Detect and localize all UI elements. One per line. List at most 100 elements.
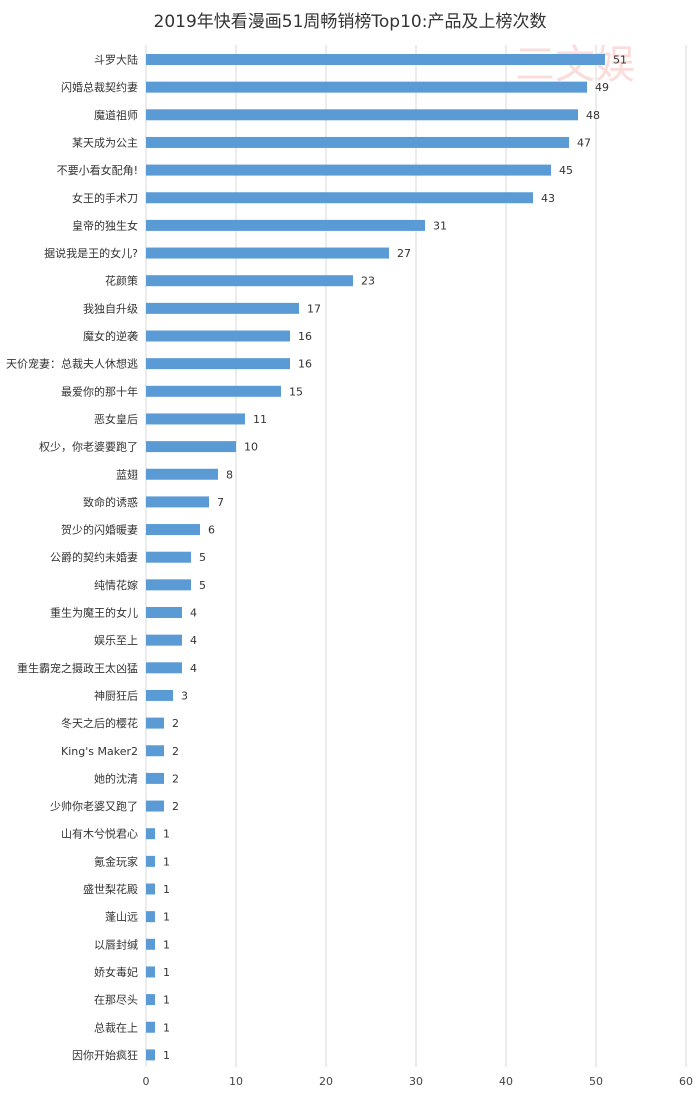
x-tick-label: 20 — [319, 1075, 333, 1088]
value-label: 4 — [190, 607, 197, 620]
value-label: 31 — [433, 219, 447, 232]
value-label: 45 — [559, 164, 573, 177]
x-tick-label: 10 — [229, 1075, 243, 1088]
bar — [146, 302, 299, 314]
value-label: 4 — [190, 634, 197, 647]
value-label: 1 — [163, 994, 170, 1007]
value-label: 2 — [172, 717, 179, 730]
category-label: 恶女皇后 — [94, 412, 138, 426]
bar — [146, 275, 353, 287]
bar — [146, 54, 605, 65]
value-label: 1 — [163, 938, 170, 951]
value-label: 17 — [307, 302, 321, 315]
value-label: 1 — [163, 911, 170, 924]
value-label: 5 — [199, 579, 206, 592]
category-label: 娇女毒妃 — [94, 965, 138, 979]
category-label: 神厨狂后 — [94, 688, 138, 702]
value-label: 2 — [172, 745, 179, 758]
value-label: 10 — [244, 441, 258, 454]
bar — [146, 496, 209, 508]
bar — [146, 330, 290, 342]
category-label: 据说我是王的女儿? — [44, 246, 138, 260]
bar — [146, 109, 578, 121]
bar — [146, 219, 425, 231]
bar — [146, 745, 164, 757]
category-label: 最爱你的那十年 — [61, 384, 138, 398]
category-label: 魔女的逆袭 — [83, 329, 138, 343]
bar — [146, 551, 191, 563]
value-label: 16 — [298, 330, 312, 343]
value-label: 6 — [208, 524, 215, 537]
value-label: 23 — [361, 275, 375, 288]
value-label: 3 — [181, 689, 188, 702]
bar — [146, 772, 164, 784]
bar — [146, 634, 182, 646]
category-label: 蓬山远 — [105, 911, 138, 924]
category-label: 贺少的闪婚暖妻 — [61, 523, 138, 537]
category-label: 蓝翅 — [116, 467, 138, 481]
category-label: 公爵的契约未婚妻 — [50, 550, 138, 564]
gridlines — [145, 45, 687, 1067]
value-label: 47 — [577, 136, 591, 149]
category-label: 纯情花嫁 — [94, 578, 138, 592]
x-tick-label: 40 — [499, 1075, 513, 1088]
bar — [146, 994, 155, 1006]
value-label: 7 — [217, 496, 224, 509]
category-label: 冬天之后的樱花 — [61, 716, 138, 730]
category-label: 以唇封缄 — [94, 937, 138, 951]
category-label: 重生霸宠之摄政王太凶猛 — [17, 661, 138, 675]
bar — [146, 717, 164, 729]
bars — [146, 54, 605, 1061]
value-label: 1 — [163, 828, 170, 841]
bar — [146, 855, 155, 867]
bar — [146, 468, 218, 480]
x-tick-label: 0 — [143, 1075, 150, 1088]
bar — [146, 413, 245, 425]
value-label: 43 — [541, 192, 555, 205]
bar — [146, 689, 173, 701]
bar — [146, 1049, 155, 1061]
category-label: 山有木兮悦君心 — [61, 827, 138, 841]
category-label: 我独自升级 — [83, 302, 138, 315]
category-label: 女王的手术刀 — [72, 191, 138, 205]
category-label: 致命的诱惑 — [83, 495, 138, 509]
category-label: 斗罗大陆 — [94, 53, 138, 67]
value-label: 2 — [172, 772, 179, 785]
value-label: 1 — [163, 855, 170, 868]
category-label: 氪金玩家 — [94, 854, 138, 868]
category-label: 某天成为公主 — [72, 136, 138, 149]
category-label: 在那尽头 — [94, 994, 138, 1007]
bar — [146, 441, 236, 453]
bar — [146, 385, 281, 397]
bar — [146, 938, 155, 950]
value-label: 2 — [172, 800, 179, 813]
value-label: 16 — [298, 358, 312, 371]
bar — [146, 800, 164, 812]
value-label: 15 — [289, 385, 303, 398]
bar — [146, 828, 155, 840]
value-label: 5 — [199, 551, 206, 564]
bar — [146, 911, 155, 923]
bar — [146, 136, 569, 148]
value-label: 49 — [595, 81, 609, 94]
category-label: 娱乐至上 — [94, 633, 138, 647]
value-label: 4 — [190, 662, 197, 675]
bar — [146, 1021, 155, 1033]
bar — [146, 192, 533, 204]
chart-title: 2019年快看漫画51周畅销榜Top10:产品及上榜次数 — [154, 12, 547, 32]
category-label: 总裁在上 — [94, 1020, 138, 1034]
value-label: 11 — [253, 413, 267, 426]
bar — [146, 247, 389, 259]
bar — [146, 883, 155, 895]
value-label: 27 — [397, 247, 411, 260]
category-label: King's Maker2 — [61, 745, 138, 758]
x-tick-label: 50 — [589, 1075, 603, 1088]
category-label: 她的沈清 — [94, 771, 138, 785]
bar — [146, 662, 182, 674]
value-label: 48 — [586, 109, 600, 122]
category-label: 闪婚总裁契约妻 — [61, 80, 138, 94]
category-label: 魔道祖师 — [94, 108, 138, 122]
category-label: 少帅你老婆又跑了 — [50, 799, 138, 813]
